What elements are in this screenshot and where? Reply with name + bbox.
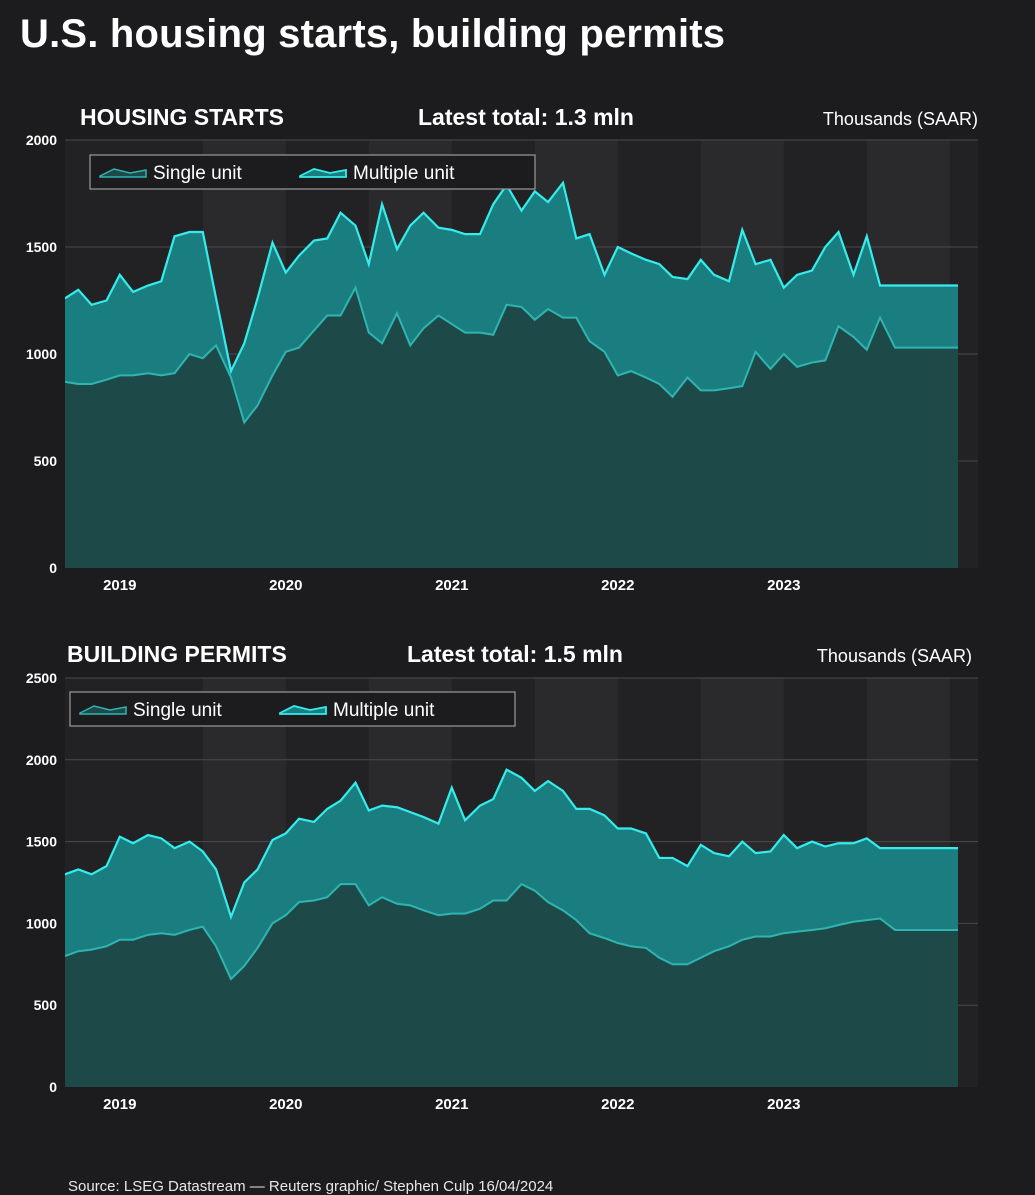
chart-title: HOUSING STARTS: [80, 104, 284, 130]
x-tick-label: 2020: [269, 577, 302, 594]
x-tick-label: 2023: [767, 1096, 800, 1110]
x-tick-label: 2022: [601, 577, 634, 594]
y-tick-label: 1500: [26, 834, 57, 850]
x-tick-label: 2022: [601, 1096, 634, 1110]
multiple-unit-line: [65, 768, 958, 921]
chart-title: BUILDING PERMITS: [67, 641, 287, 667]
legend-label-multiple: Multiple unit: [353, 163, 455, 184]
single-unit-line: [65, 285, 958, 425]
housing-starts-chart: 0 500 1000 1500 2000 2019 2020 2021 2022 2023 HOUS…: [26, 104, 978, 594]
legend-swatch-multiple: [279, 705, 327, 715]
series-group: [65, 180, 958, 568]
multiple-unit-line: [65, 180, 958, 375]
y-tick-label: 0: [49, 1079, 57, 1095]
source-note: Source: LSEG Datastream — Reuters graphi…: [68, 1178, 554, 1195]
x-tick-label: 2023: [767, 577, 800, 594]
x-tick-label: 2021: [435, 1096, 468, 1110]
x-tick-label: 2021: [435, 577, 468, 594]
page-title: U.S. housing starts, building permits: [20, 12, 726, 56]
unit-label: Thousands (SAAR): [823, 109, 978, 129]
single-unit-area: [65, 287, 958, 568]
y-tick-label: 2000: [26, 132, 57, 148]
series-group: [65, 768, 958, 1087]
legend-label-single: Single unit: [153, 163, 242, 184]
building-permits-chart: 0 500 1000 1500 2000 2500 2019 2020 2021 2022 2023…: [26, 641, 978, 1110]
single-unit-line: [65, 882, 958, 981]
x-tick-label: 2020: [269, 1096, 302, 1110]
y-tick-label: 500: [34, 453, 58, 469]
single-unit-area: [65, 884, 958, 1087]
y-tick-label: 2000: [26, 752, 57, 768]
legend-swatch-multiple: [299, 168, 347, 178]
y-tick-label: 1500: [26, 239, 57, 255]
y-tick-label: 0: [49, 560, 57, 576]
unit-label: Thousands (SAAR): [817, 646, 972, 666]
chart-subtitle: Latest total: 1.5 mln: [407, 641, 623, 667]
y-tick-label: 2500: [26, 670, 57, 686]
x-tick-label: 2019: [103, 1096, 136, 1110]
legend-label-multiple: Multiple unit: [333, 700, 435, 721]
x-tick-label: 2019: [103, 577, 136, 594]
y-tick-label: 1000: [26, 346, 57, 362]
legend-swatch-single: [79, 705, 127, 715]
y-tick-label: 1000: [26, 915, 57, 931]
chart-subtitle: Latest total: 1.3 mln: [418, 104, 634, 130]
legend-swatch-single: [99, 168, 147, 178]
legend-label-single: Single unit: [133, 700, 222, 721]
y-tick-label: 500: [34, 997, 58, 1013]
